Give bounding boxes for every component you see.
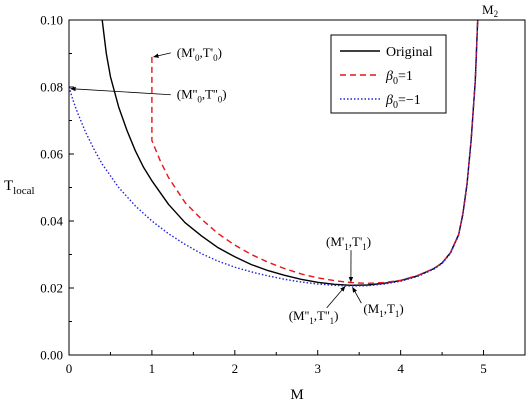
annotation-m1pp: (M''1,T''1) — [289, 308, 339, 326]
annotation-m1-part: ,T — [384, 301, 395, 316]
x-tick-label-5: 5 — [480, 361, 487, 376]
annotation-m1p: (M'1,T'1) — [326, 234, 371, 252]
m2-label: M2 — [482, 2, 498, 19]
annotation-m1p-part: ) — [367, 234, 371, 249]
y-tick-label-0: 0.00 — [40, 348, 63, 363]
annotation-m0pp-part: (M'' — [177, 87, 198, 102]
plot-frame — [68, 19, 526, 356]
x-tick-label-4: 4 — [397, 361, 404, 376]
legend: Original β0=1 β0=−1 — [330, 34, 447, 114]
legend-label-beta-pos: β0=1 — [385, 69, 413, 87]
legend-beta-pos-suffix: =1 — [398, 69, 413, 84]
annotation-m0pp: (M''0,T''0) — [177, 87, 227, 105]
annotation-m0pp-part: ,T'' — [202, 87, 218, 102]
annotation-m1pp-part: 1 — [309, 316, 314, 326]
annotation-arrow-m0p — [153, 52, 171, 58]
annotation-m1-part: ) — [399, 301, 403, 316]
legend-beta-pos-symbol: β — [385, 69, 393, 84]
annotation-m1p-part: (M' — [326, 234, 344, 249]
m2-label-base: M — [482, 2, 494, 17]
legend-beta-neg-suffix: =−1 — [398, 93, 421, 108]
annotation-m1-part: 1 — [395, 309, 400, 319]
annotation-arrow-m0pp — [70, 86, 171, 96]
x-tick-label-3: 3 — [314, 361, 321, 376]
annotation-m1-part: 1 — [379, 309, 384, 319]
y-axis-title-sub: local — [13, 185, 34, 197]
y-axis-title: Tlocal — [4, 178, 35, 197]
y-tick-label-2: 0.04 — [40, 214, 63, 229]
annotation-m0p-part: (M' — [177, 45, 195, 60]
x-tick-label-2: 2 — [232, 361, 239, 376]
legend-beta-neg-sub: 0 — [393, 100, 398, 111]
annotation-m1pp-part: (M'' — [289, 308, 310, 323]
annotation-m0pp-part: 0 — [197, 95, 202, 105]
annotation-arrow-m1 — [352, 286, 362, 304]
x-tick-label-0: 0 — [66, 361, 73, 376]
series-layer — [69, 20, 479, 287]
legend-label-original: Original — [386, 45, 433, 60]
annotation-m1pp-part: ) — [334, 308, 338, 323]
legend-label-original-text: Original — [386, 45, 433, 60]
annotation-m0p-part: 0 — [213, 53, 218, 63]
annotation-arrow-m1pp — [326, 285, 346, 309]
y-tick-label-3: 0.06 — [40, 147, 63, 162]
annotation-m1p-part: ,T' — [349, 234, 363, 249]
annotation-m0pp-part: 0 — [218, 95, 223, 105]
annotation-m0p: (M'0,T'0) — [177, 45, 222, 63]
series-line-2 — [69, 20, 479, 287]
x-axis-title: M — [290, 387, 303, 403]
legend-beta-neg-symbol: β — [385, 93, 393, 108]
annotation-m1p-part: 1 — [362, 242, 367, 252]
m2-label-sub: 2 — [494, 9, 499, 19]
annotation-m1p-part: 1 — [344, 242, 349, 252]
y-axis-title-base: T — [4, 178, 13, 194]
annotation-m0p-part: ) — [218, 45, 222, 60]
annotation-m1pp-part: ,T'' — [314, 308, 330, 323]
legend-beta-pos-sub: 0 — [393, 76, 398, 87]
y-tick-label-4: 0.08 — [40, 80, 63, 95]
annotation-m1: (M1,T1) — [363, 301, 403, 319]
legend-label-beta-neg: β0=−1 — [385, 93, 421, 111]
annotation-m1-part: (M — [363, 301, 379, 316]
x-tick-label-1: 1 — [149, 361, 156, 376]
annotation-m1pp-part: 1 — [330, 316, 335, 326]
annotation-layer: (M'0,T'0)(M''0,T''0)(M'1,T'1)(M''1,T''1)… — [70, 45, 404, 326]
y-tick-label-5: 0.10 — [40, 13, 63, 28]
y-tick-label-1: 0.02 — [40, 281, 63, 296]
annotation-m0p-part: 0 — [195, 53, 200, 63]
annotation-m0p-part: ,T' — [200, 45, 214, 60]
ticks-layer: 0 1 2 3 4 5 0.00 0.02 0.04 0.06 0.08 0.10 — [40, 13, 487, 377]
series-line-1 — [151, 20, 479, 284]
legend-box — [330, 34, 447, 114]
annotation-m0pp-part: ) — [222, 87, 226, 102]
